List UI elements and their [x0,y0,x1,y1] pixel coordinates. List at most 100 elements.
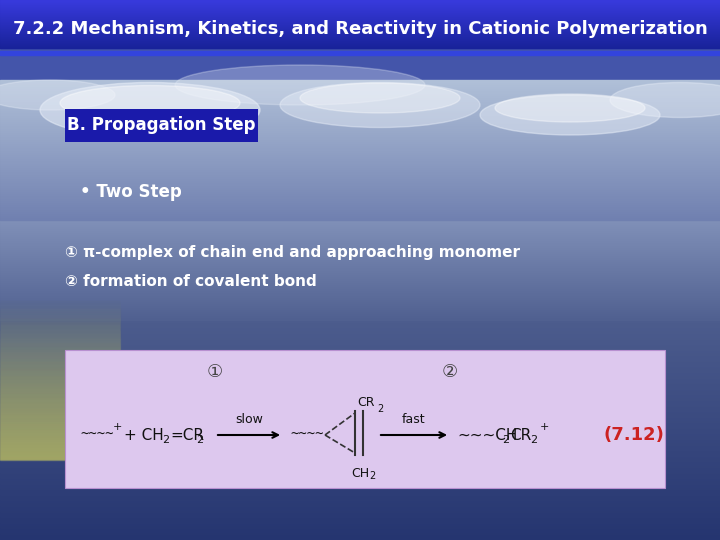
Bar [0,303,720,304]
Bar [0,478,720,479]
Bar [0,372,720,373]
Bar [0,507,720,508]
Bar [0,420,720,421]
Bar [0,402,120,403]
Text: CR: CR [357,396,374,409]
Bar [0,267,720,268]
Bar [0,0,720,1]
Bar [0,194,720,195]
Bar [0,369,720,370]
Bar [0,384,120,385]
Bar [0,298,720,299]
Bar [0,288,720,289]
Bar [0,215,720,216]
Bar [0,209,720,210]
Bar [0,373,120,374]
Bar [0,509,720,510]
Bar [0,47,720,48]
Bar [0,33,720,34]
Bar [0,324,720,325]
Bar [0,403,720,404]
Bar [0,332,120,333]
Bar [0,352,120,353]
Bar [0,522,720,523]
Bar [0,141,720,142]
Bar [0,107,720,108]
Text: CH: CH [351,467,369,480]
Bar [0,414,720,415]
Bar [0,174,720,175]
Ellipse shape [610,83,720,118]
Bar [0,385,120,386]
Bar [0,358,720,359]
Bar [0,447,120,448]
Bar [0,219,720,220]
Bar [0,461,720,462]
Bar [0,308,120,309]
Bar [0,101,720,102]
Text: ~~~~: ~~~~ [80,428,114,442]
Bar [0,314,120,315]
Bar [0,377,120,378]
Bar [0,428,720,429]
Bar [0,512,720,513]
Bar [0,246,720,247]
Bar [0,406,720,407]
Bar [0,409,720,410]
Bar [0,335,720,336]
Bar [0,489,720,490]
Bar [0,312,720,313]
Bar [0,458,120,459]
Bar [0,197,720,198]
Bar [0,182,720,183]
Bar [0,190,720,191]
Bar [0,364,720,365]
Bar [0,108,720,109]
Bar [0,2,720,3]
Bar [0,392,720,393]
Bar [0,292,720,293]
Bar [0,397,720,398]
Bar [0,228,720,229]
Bar [0,221,720,222]
Bar [0,181,720,182]
Bar [0,239,720,240]
Bar [0,83,720,84]
Bar [0,164,720,165]
Bar [0,414,120,415]
Bar [0,523,720,524]
Bar [0,317,120,318]
Bar [0,260,720,261]
Bar [0,105,720,106]
Bar [0,421,720,422]
Text: +: + [113,422,122,432]
Bar [0,410,120,411]
Bar [0,315,120,316]
Text: (7.12): (7.12) [603,426,665,444]
Bar [0,501,720,502]
Bar [0,206,720,207]
Bar [0,204,720,205]
Bar [0,162,720,163]
Bar [0,139,720,140]
Bar [0,220,720,221]
Bar [0,403,120,404]
Bar [0,390,120,391]
Bar [0,201,720,202]
Bar [0,300,120,301]
Bar [0,457,720,458]
Bar [0,395,720,396]
Bar [0,282,720,283]
Bar [0,450,120,451]
Bar [0,306,720,307]
Bar [0,452,120,453]
Bar [0,446,120,447]
Ellipse shape [495,94,645,122]
Bar [0,317,720,318]
Bar [0,436,120,437]
Bar [0,472,720,473]
Bar [0,100,720,101]
Bar [0,310,120,311]
Bar [0,42,720,43]
Bar [0,318,720,319]
